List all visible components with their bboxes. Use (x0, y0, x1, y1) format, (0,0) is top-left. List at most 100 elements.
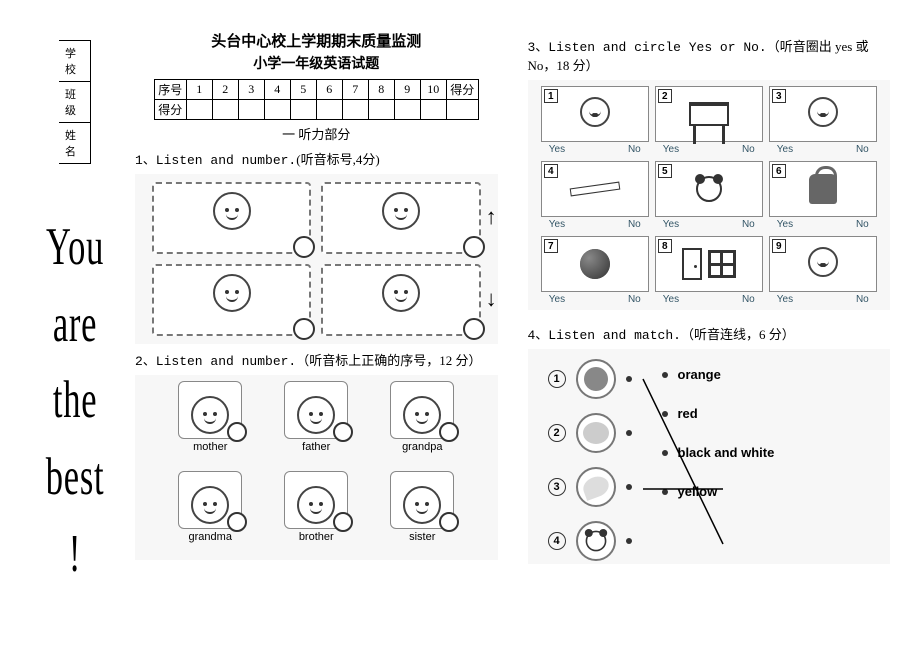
no-option[interactable]: No (742, 294, 755, 305)
face-card: grandma (165, 471, 255, 555)
card-number: 7 (544, 239, 558, 253)
answer-circle[interactable] (463, 236, 485, 258)
score-header-last: 得分 (446, 80, 478, 100)
no-option[interactable]: No (856, 144, 869, 155)
yn-card: 2YesNo (655, 86, 763, 155)
answer-circle[interactable] (439, 512, 459, 532)
yes-option[interactable]: Yes (549, 294, 565, 305)
info-label-name: 姓名 (59, 123, 91, 164)
left-margin: 学校 班级 姓名 You are the best ! (30, 30, 120, 620)
no-option[interactable]: No (628, 144, 641, 155)
yn-card: 3YesNo (769, 86, 877, 155)
title-main: 头台中心校上学期期末质量监测 (135, 30, 498, 51)
no-option[interactable]: No (628, 219, 641, 230)
card-number: 6 (772, 164, 786, 178)
face-label: brother (299, 531, 334, 543)
cat-icon (584, 367, 608, 391)
student-info-table: 学校 班级 姓名 (59, 40, 91, 164)
no-option[interactable]: No (742, 144, 755, 155)
answer-circle[interactable] (293, 318, 315, 340)
q1-card: ↓ (321, 264, 480, 336)
yn-card: 8YesNo (655, 236, 763, 305)
answer-circle[interactable] (227, 512, 247, 532)
match-lines (528, 349, 888, 559)
title-sub: 小学一年级英语试题 (135, 53, 498, 73)
yes-option[interactable]: Yes (549, 144, 565, 155)
panda-icon (696, 176, 722, 202)
ball-icon (580, 249, 610, 279)
q4-text: 4、Listen and match. (528, 328, 681, 343)
answer-circle[interactable] (227, 422, 247, 442)
score-num: 9 (394, 80, 420, 100)
answer-circle[interactable] (463, 318, 485, 340)
motivate-line: You (46, 209, 105, 286)
arrow-down-icon: ↓ (486, 286, 497, 312)
answer-circle[interactable] (333, 422, 353, 442)
card-number: 5 (658, 164, 672, 178)
card-number: 4 (544, 164, 558, 178)
no-option[interactable]: No (856, 219, 869, 230)
ruler-icon (569, 182, 620, 197)
face-label: father (302, 441, 330, 453)
face-card: father (271, 381, 361, 465)
score-num: 1 (186, 80, 212, 100)
q1-card (152, 264, 311, 336)
score-num: 7 (342, 80, 368, 100)
card-number: 9 (772, 239, 786, 253)
yn-card: 5 Yes No (655, 161, 763, 230)
yes-option[interactable]: Yes (777, 219, 793, 230)
yes-option[interactable]: Yes (663, 219, 679, 230)
score-table: 序号 1 2 3 4 5 6 7 8 9 10 得分 得分 (154, 79, 479, 120)
answer-circle[interactable] (333, 512, 353, 532)
score-num: 5 (290, 80, 316, 100)
answer-circle[interactable] (439, 422, 459, 442)
yn-card: 1YesNo (541, 86, 649, 155)
q2-text: 2、Listen and number. (135, 354, 296, 369)
face-label: grandma (189, 531, 232, 543)
arrow-up-icon: ↑ (486, 204, 497, 230)
score-num: 10 (420, 80, 446, 100)
q1-card: ↑ (321, 182, 480, 254)
panda-icon (585, 531, 606, 552)
worksheet-page: 学校 班级 姓名 You are the best ! 头台中心校上学期期末质量… (30, 30, 890, 620)
score-num: 6 (316, 80, 342, 100)
door-icon (682, 248, 702, 280)
face-label: grandpa (402, 441, 442, 453)
info-label-school: 学校 (59, 41, 91, 82)
info-label-class: 班级 (59, 82, 91, 123)
q1-text: 1、Listen and number. (135, 153, 296, 168)
yes-option[interactable]: Yes (777, 144, 793, 155)
yn-card: 4 Yes No (541, 161, 649, 230)
yes-option[interactable]: Yes (549, 219, 565, 230)
score-num: 8 (368, 80, 394, 100)
q4-cn: （听音连线，6 分） (681, 327, 795, 342)
yes-option[interactable]: Yes (663, 144, 679, 155)
content-columns: 头台中心校上学期期末质量监测 小学一年级英语试题 序号 1 2 3 4 5 6 … (120, 30, 890, 620)
q1-images: ↑ ↓ (135, 174, 498, 344)
no-option[interactable]: No (628, 294, 641, 305)
yn-card: 7 Yes No (541, 236, 649, 305)
no-option[interactable]: No (742, 219, 755, 230)
face-card: sister (377, 471, 467, 555)
face-card: grandpa (377, 381, 467, 465)
motivate-line: the (46, 362, 105, 439)
face-card: mother (165, 381, 255, 465)
motivate-line: best (46, 439, 105, 516)
no-option[interactable]: No (856, 294, 869, 305)
q2-cn: （听音标上正确的序号，12 分） (296, 353, 481, 368)
q3-line: 3、Listen and circle Yes or No.（听音圈出 yes … (528, 36, 891, 74)
q1-cn: (听音标号,4分) (296, 152, 379, 167)
face-label: sister (409, 531, 435, 543)
yes-option[interactable]: Yes (777, 294, 793, 305)
q1-card (152, 182, 311, 254)
answer-circle[interactable] (293, 236, 315, 258)
q2-images: mother father grandpa grandma brother si… (135, 375, 498, 560)
score-num: 3 (238, 80, 264, 100)
score-row2-label: 得分 (154, 100, 186, 120)
column-left: 头台中心校上学期期末质量监测 小学一年级英语试题 序号 1 2 3 4 5 6 … (135, 30, 498, 620)
motivational-text: You are the best ! (46, 209, 105, 592)
score-num: 4 (264, 80, 290, 100)
q4-images: 1 2 3 4 orange red black and white yello… (528, 349, 891, 564)
window-icon (708, 250, 736, 278)
yes-option[interactable]: Yes (663, 294, 679, 305)
